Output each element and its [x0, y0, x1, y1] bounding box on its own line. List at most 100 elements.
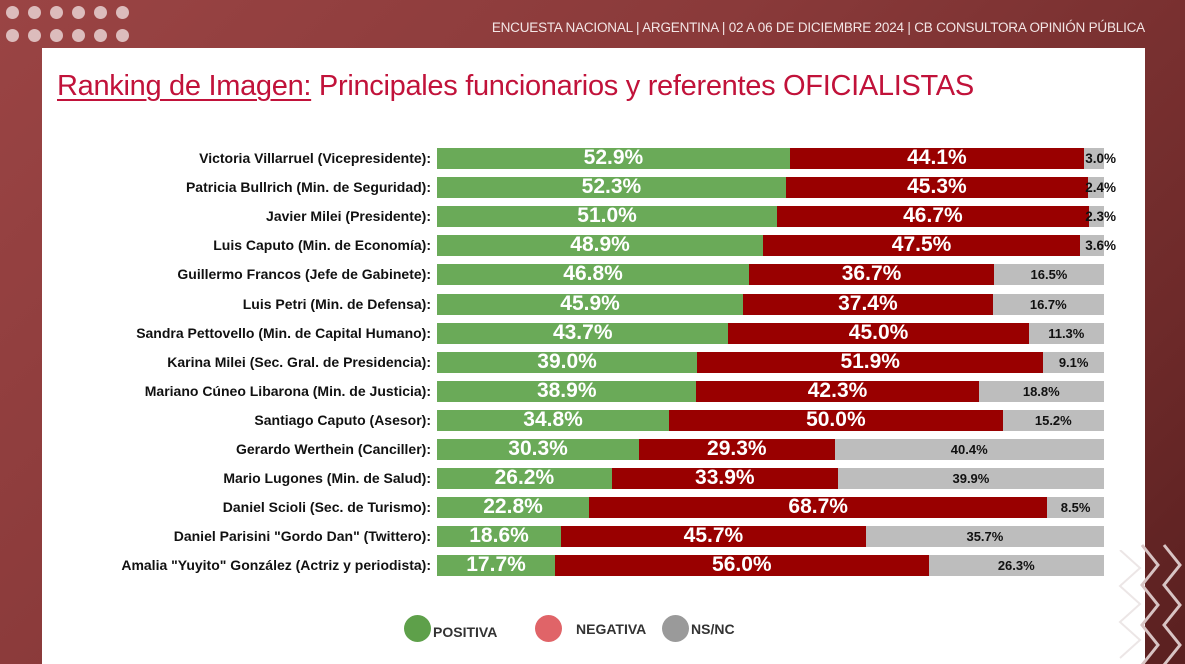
chart-row: Patricia Bullrich (Min. de Seguridad): 52…	[42, 175, 1145, 199]
legend-label-nsnc: NS/NC	[691, 620, 735, 637]
value-label-negative: 45.3%	[907, 175, 967, 199]
value-label-positive: 38.9%	[536, 378, 597, 402]
stacked-bar: 52.3% 45.3% 2.4%	[437, 175, 1116, 199]
bar-segment-positive: 45.9%	[437, 291, 744, 315]
value-label-negative: 33.9%	[695, 466, 755, 490]
value-label-positive: 22.8%	[483, 495, 543, 519]
bar-segment-positive: 39.0%	[437, 350, 698, 373]
bar-segment-nsnc: 16.7%	[992, 293, 1104, 315]
value-label-negative: 68.7%	[788, 495, 848, 519]
bar-segment-nsnc: 3.0%	[1083, 148, 1116, 169]
decorative-dot	[72, 29, 85, 42]
value-label-negative: 47.5%	[891, 233, 952, 257]
bar-segment-positive: 17.7%	[437, 553, 556, 577]
bar-segment-negative: 50.0%	[669, 408, 1003, 431]
stacked-bar: 18.6% 45.7% 35.7%	[437, 524, 1104, 548]
decorative-dot	[94, 6, 107, 19]
value-label-negative: 45.0%	[848, 320, 909, 344]
chart-row: Amalia "Yuyito" González (Actriz y perio…	[42, 553, 1145, 577]
bar-segment-negative: 56.0%	[555, 553, 929, 577]
bar-segment-nsnc: 18.8%	[978, 380, 1104, 402]
chart-title: Ranking de Imagen: Principales funcionar…	[57, 70, 974, 103]
chart-row: Victoria Villarruel (Vicepresidente): 52.…	[42, 146, 1145, 170]
value-label-nsnc: 16.7%	[1029, 296, 1067, 312]
chart-title-underlined: Ranking de Imagen:	[57, 70, 312, 102]
bar-segment-positive: 48.9%	[437, 233, 764, 257]
decorative-dot	[28, 6, 41, 19]
category-label: Patricia Bullrich (Min. de Seguridad):	[185, 179, 431, 196]
legend-swatch-positiva	[404, 615, 431, 642]
value-label-negative: 56.0%	[712, 553, 772, 577]
value-label-positive: 26.2%	[494, 466, 555, 490]
category-label: Daniel Scioli (Sec. de Turismo):	[222, 499, 431, 516]
category-label: Gerardo Werthein (Canciller):	[235, 441, 431, 457]
stacked-bar: 39.0% 51.9% 9.1%	[437, 350, 1104, 373]
chart-row: Santiago Caputo (Asesor): 34.8% 50.0% 15.2%	[42, 408, 1145, 432]
bar-segment-positive: 52.9%	[437, 146, 790, 169]
value-label-negative: 45.7%	[683, 524, 744, 548]
chart-row: Guillermo Francos (Jefe de Gabinete): 46.…	[42, 262, 1145, 286]
stacked-bar: 17.7% 56.0% 26.3%	[437, 553, 1104, 577]
bar-segment-nsnc: 9.1%	[1043, 351, 1104, 373]
decorative-dot	[116, 29, 129, 42]
stacked-bar: 26.2% 33.9% 39.9%	[437, 466, 1104, 490]
zigzag-decoration-faint	[1118, 550, 1142, 659]
bar-segment-positive: 38.9%	[437, 378, 697, 402]
value-label-nsnc: 8.5%	[1060, 500, 1091, 516]
category-label: Guillermo Francos (Jefe de Gabinete):	[177, 266, 431, 283]
bar-segment-negative: 47.5%	[763, 233, 1080, 257]
stacked-bar: 43.7% 45.0% 11.3%	[437, 320, 1104, 344]
value-label-negative: 37.4%	[838, 291, 898, 315]
bar-segment-nsnc: 16.5%	[993, 264, 1104, 286]
bar-segment-positive: 52.3%	[437, 175, 786, 199]
chart-panel: Ranking de Imagen: Principales funcionar…	[42, 48, 1145, 664]
survey-header: ENCUESTA NACIONAL | ARGENTINA | 02 A 06 …	[491, 20, 1145, 35]
decorative-dot	[94, 29, 107, 42]
stacked-bar: 22.8% 68.7% 8.5%	[437, 495, 1104, 519]
value-label-nsnc: 35.7%	[966, 529, 1004, 545]
decorative-dot	[6, 29, 19, 42]
value-label-nsnc: 39.9%	[952, 471, 990, 487]
bar-segment-nsnc: 3.6%	[1079, 235, 1116, 257]
decorative-dot	[116, 6, 129, 19]
value-label-nsnc: 9.1%	[1058, 354, 1089, 370]
bar-segment-negative: 29.3%	[639, 437, 835, 460]
stacked-bar: 52.9% 44.1% 3.0%	[437, 146, 1116, 169]
value-label-nsnc: 3.0%	[1085, 151, 1116, 166]
chart-title-rest: Principales funcionarios y referentes OF…	[311, 70, 974, 102]
category-label: Amalia "Yuyito" González (Actriz y perio…	[121, 557, 431, 574]
category-label: Luis Caputo (Min. de Economía):	[213, 237, 431, 254]
bar-segment-positive: 34.8%	[437, 408, 670, 431]
value-label-nsnc: 11.3%	[1048, 325, 1085, 341]
decorative-dot	[28, 29, 41, 42]
category-label: Karina Milei (Sec. Gral. de Presidencia)…	[167, 353, 431, 370]
value-label-negative: 46.7%	[903, 204, 963, 228]
bar-segment-nsnc: 40.4%	[834, 439, 1104, 460]
decorative-dots	[6, 6, 129, 42]
stacked-bar: 51.0% 46.7% 2.3%	[437, 204, 1116, 228]
bar-segment-negative: 42.3%	[696, 379, 979, 402]
chart-row: Daniel Scioli (Sec. de Turismo): 22.8% 68.…	[42, 495, 1145, 519]
value-label-nsnc: 2.3%	[1085, 209, 1116, 225]
chart-row: Luis Petri (Min. de Defensa): 45.9% 37.4% 1…	[42, 291, 1145, 316]
value-label-positive: 45.9%	[560, 291, 620, 315]
category-label: Javier Milei (Presidente):	[266, 208, 431, 225]
value-label-nsnc: 3.6%	[1085, 238, 1116, 254]
value-label-nsnc: 15.2%	[1034, 412, 1072, 428]
legend-swatch-nsnc	[662, 615, 689, 642]
bar-segment-positive: 51.0%	[437, 204, 778, 228]
bar-segment-positive: 43.7%	[437, 321, 729, 344]
legend-label-negativa: NEGATIVA	[576, 620, 647, 637]
chart-row: Gerardo Werthein (Canciller): 30.3% 29.3% 4…	[42, 437, 1145, 461]
stacked-bar: 34.8% 50.0% 15.2%	[437, 408, 1104, 431]
chart-row: Luis Caputo (Min. de Economía): 48.9% 47.5…	[42, 233, 1145, 257]
value-label-positive: 48.9%	[570, 233, 630, 257]
decorative-dot	[72, 6, 85, 19]
bar-segment-negative: 68.7%	[589, 495, 1048, 519]
bar-segment-positive: 22.8%	[437, 495, 590, 519]
bar-segment-nsnc: 26.3%	[928, 555, 1104, 577]
bar-segment-negative: 36.7%	[749, 262, 994, 286]
value-label-negative: 29.3%	[707, 437, 767, 460]
chart-row: Daniel Parisini "Gordo Dan" (Twittero): 1…	[42, 524, 1145, 548]
bar-segment-negative: 33.9%	[611, 466, 838, 490]
